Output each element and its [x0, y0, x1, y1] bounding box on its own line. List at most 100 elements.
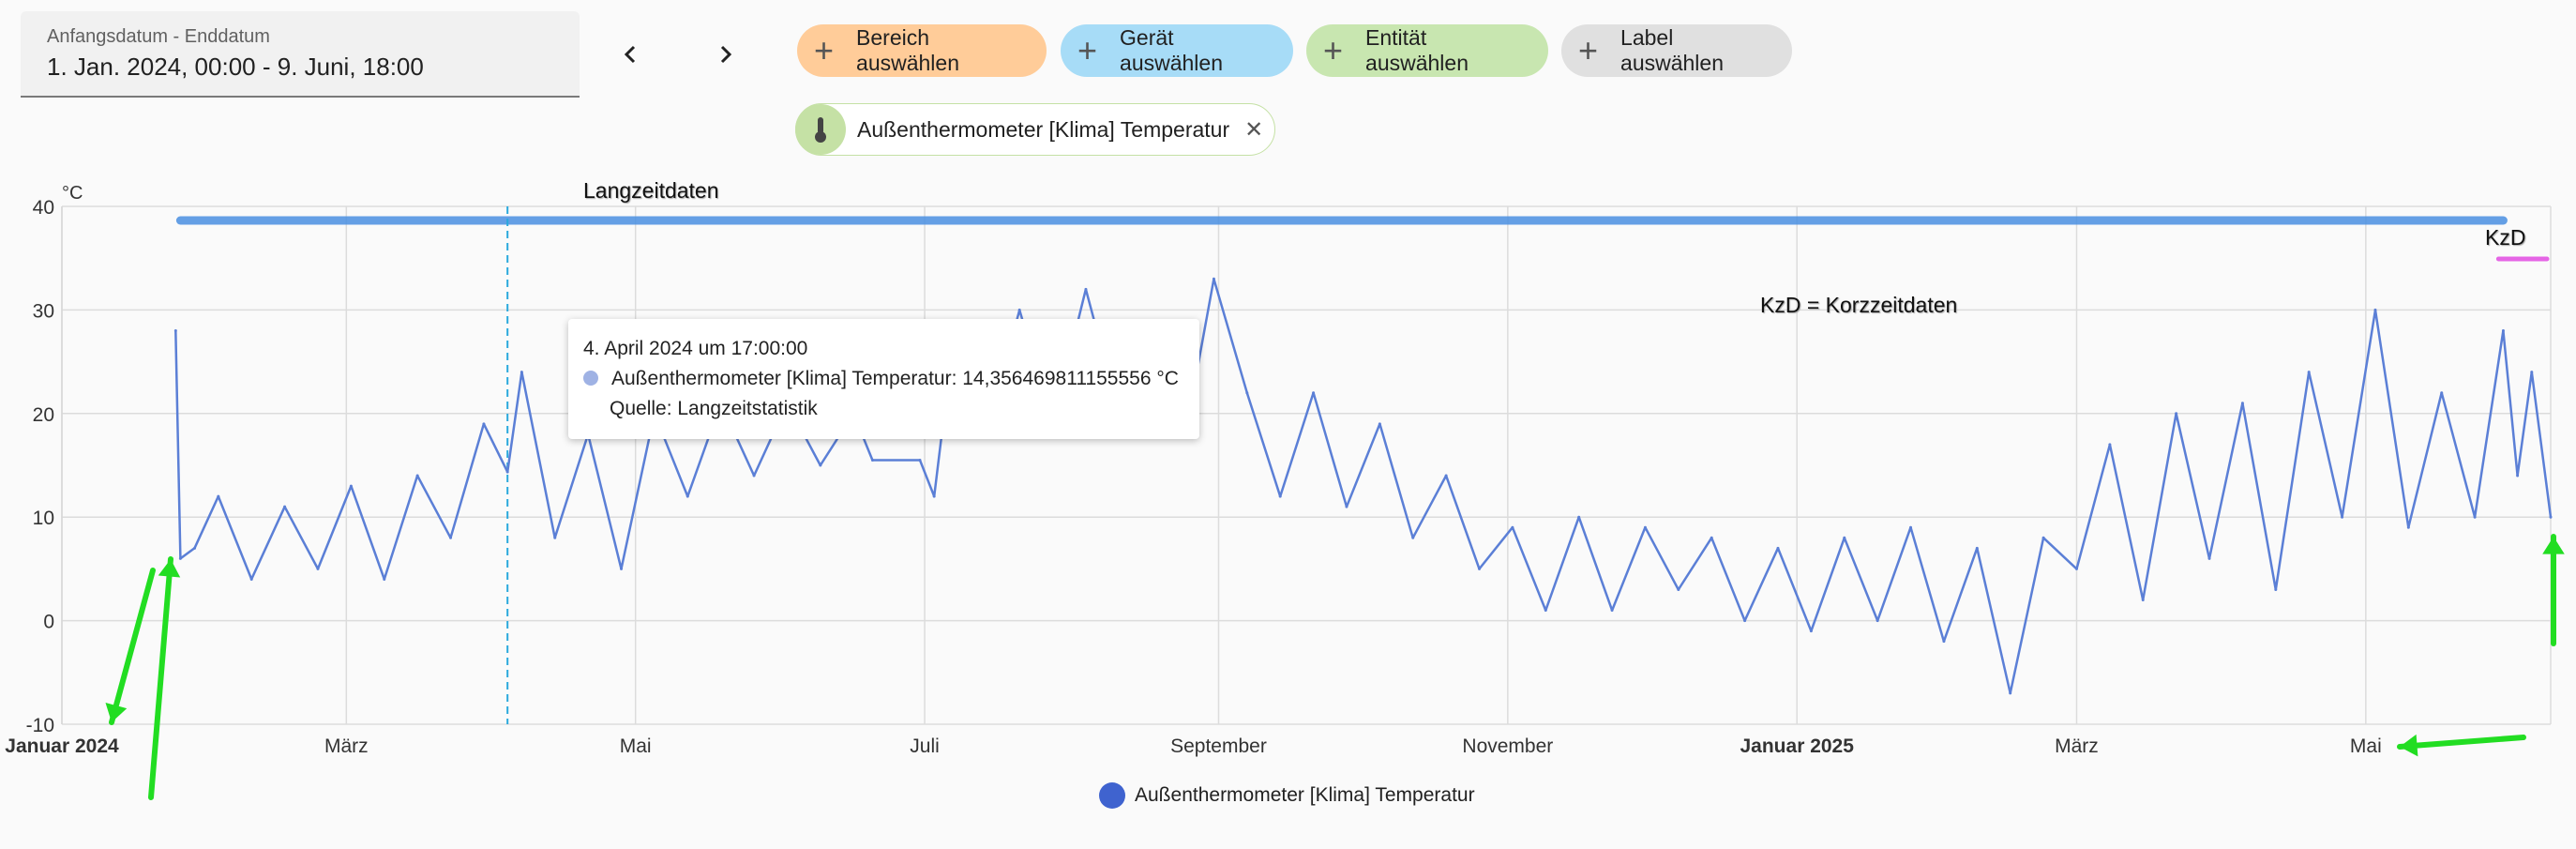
previous-period-button[interactable]	[605, 28, 657, 81]
annotation-arrow	[109, 568, 156, 725]
data-point	[685, 494, 689, 498]
data-point	[2473, 515, 2477, 519]
temperature-series-line	[174, 278, 2553, 695]
data-point	[2108, 443, 2112, 447]
x-tick-label: Mai	[2350, 735, 2382, 757]
data-point	[918, 458, 922, 462]
data-point	[1017, 308, 1021, 311]
data-point	[1212, 277, 1215, 280]
data-point	[2175, 412, 2178, 416]
y-tick-label: 20	[33, 404, 54, 426]
data-point	[1975, 546, 1979, 550]
data-point	[2041, 536, 2045, 539]
data-point	[1544, 609, 1547, 613]
chevron-right-icon	[720, 45, 732, 64]
annotation-short-term: KzD	[2485, 225, 2526, 250]
data-point	[505, 470, 509, 474]
chevron-left-icon	[624, 45, 636, 64]
date-range-value[interactable]: 1. Jan. 2024, 00:00 - 9. Juni, 18:00	[47, 53, 424, 81]
entity-chip[interactable]: Außenthermometer [Klima] Temperatur ✕	[795, 103, 1276, 156]
annotation-long-term: Langzeitdaten	[583, 178, 719, 203]
data-point	[1511, 525, 1514, 529]
data-point	[1776, 546, 1780, 550]
data-point	[2406, 525, 2410, 529]
data-point	[1084, 287, 1088, 291]
data-point	[2074, 567, 2078, 570]
tooltip-value: Außenthermometer [Klima] Temperatur: 14,…	[611, 368, 1179, 389]
select-label-label: Label auswählen	[1620, 25, 1724, 75]
data-point	[1743, 619, 1747, 623]
select-entity-button[interactable]: + Entität auswählen	[1306, 24, 1548, 77]
data-point	[2530, 371, 2534, 374]
y-tick-label: 40	[33, 197, 54, 219]
data-point	[2141, 599, 2145, 602]
data-point	[932, 494, 936, 498]
data-point	[2240, 402, 2244, 405]
data-point	[349, 484, 353, 488]
select-device-label: Gerät auswählen	[1120, 25, 1223, 75]
date-range-label: Anfangsdatum - Enddatum	[47, 26, 270, 47]
legend-color-dot	[1099, 782, 1125, 809]
data-point	[1444, 474, 1448, 478]
data-point	[2549, 515, 2553, 519]
data-point	[2207, 556, 2211, 560]
data-point	[449, 536, 453, 539]
x-tick-label: März	[324, 735, 369, 757]
thermometer-icon	[795, 104, 846, 155]
annotation-arrow-head	[105, 702, 128, 722]
data-point	[553, 536, 557, 539]
y-tick-label: -10	[26, 715, 54, 736]
next-period-button[interactable]	[699, 28, 751, 81]
x-tick-label: März	[2055, 735, 2099, 757]
data-point	[1809, 629, 1813, 633]
date-range-picker[interactable]: Anfangsdatum - Enddatum 1. Jan. 2024, 00…	[21, 11, 580, 98]
data-point	[1411, 536, 1415, 539]
data-point	[870, 458, 874, 462]
data-point	[217, 494, 220, 498]
data-point	[819, 463, 822, 467]
close-icon[interactable]: ✕	[1244, 116, 1264, 143]
annotation-arrow-head	[158, 559, 181, 578]
x-tick-label: Juli	[910, 735, 940, 757]
data-point	[1610, 609, 1614, 613]
chart-legend-item[interactable]: Außenthermometer [Klima] Temperatur	[1099, 782, 1475, 809]
annotation-arrow-head	[2542, 537, 2565, 554]
data-point	[1378, 422, 1381, 426]
annotation-arrow	[148, 556, 173, 800]
chart-tooltip: 4. April 2024 um 17:00:00 Außenthermomet…	[568, 319, 1199, 439]
x-tick-label: September	[1170, 735, 1267, 757]
data-point	[520, 371, 523, 374]
data-point	[193, 546, 197, 550]
data-point	[383, 577, 386, 581]
data-point	[283, 505, 287, 508]
select-area-button[interactable]: + Bereich auswählen	[797, 24, 1047, 77]
x-tick-label: Mai	[620, 735, 652, 757]
data-point	[173, 328, 177, 332]
legend-label: Außenthermometer [Klima] Temperatur	[1135, 784, 1475, 806]
data-point	[2341, 515, 2344, 519]
annotation-arrow	[2397, 735, 2526, 750]
data-point	[752, 474, 756, 478]
data-point	[2274, 587, 2278, 591]
select-device-button[interactable]: + Gerät auswählen	[1061, 24, 1293, 77]
data-point	[316, 567, 320, 570]
y-tick-label: 0	[43, 612, 54, 633]
plus-icon: +	[1077, 31, 1098, 69]
data-point	[1345, 505, 1348, 508]
y-tick-label: 10	[33, 508, 54, 529]
x-tick-label: November	[1462, 735, 1553, 757]
data-point	[2307, 371, 2311, 374]
plus-icon: +	[814, 31, 835, 69]
tooltip-source: Quelle: Langzeitstatistik	[610, 398, 818, 419]
data-point	[2516, 474, 2520, 478]
x-tick-label: Januar 2025	[1740, 735, 1855, 757]
data-point	[1677, 587, 1680, 591]
select-entity-label: Entität auswählen	[1365, 25, 1469, 75]
select-label-button[interactable]: + Label auswählen	[1561, 24, 1792, 77]
data-point	[249, 577, 253, 581]
data-point	[1710, 536, 1713, 539]
data-point	[482, 422, 486, 426]
data-point	[2009, 691, 2012, 695]
plus-icon: +	[1578, 31, 1599, 69]
